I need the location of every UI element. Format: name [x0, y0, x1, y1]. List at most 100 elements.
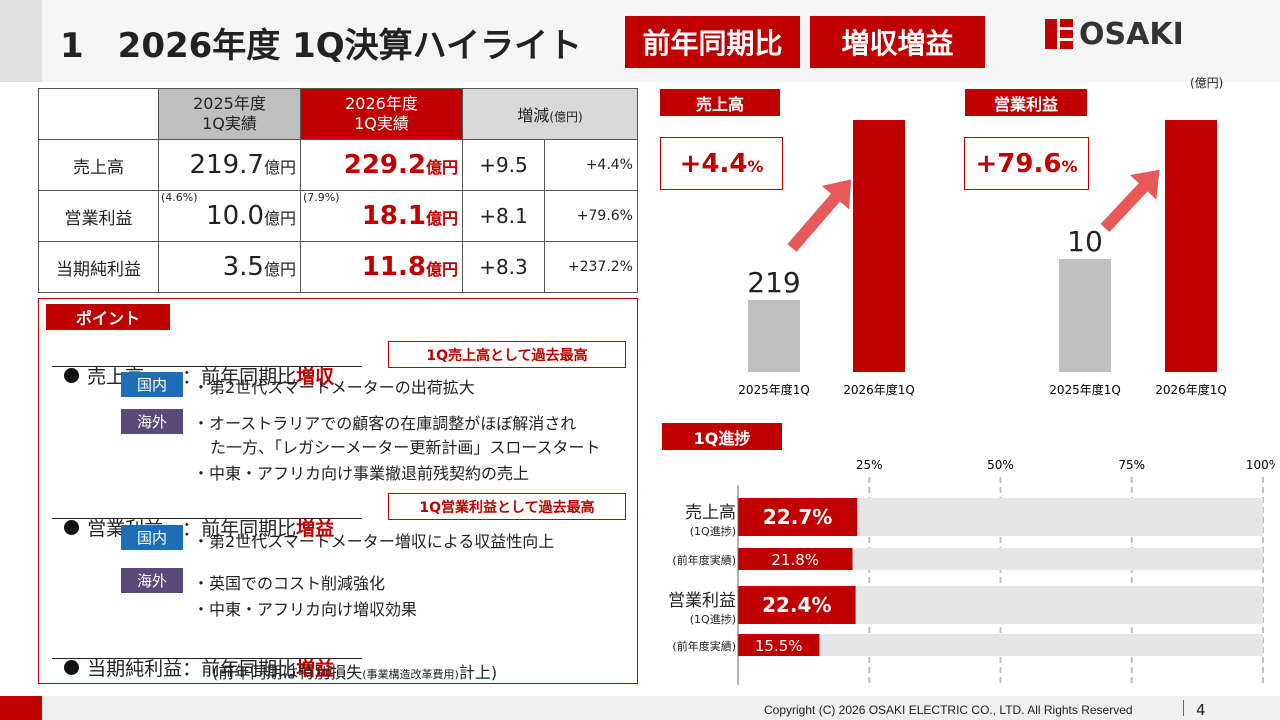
table-header-curr: 2026年度 1Q実績: [300, 88, 463, 140]
progress-track: [738, 634, 1263, 656]
progress-title: 1Q進捗: [662, 423, 782, 450]
category-label: 2026年度1Q: [843, 382, 915, 397]
bar-1: [1165, 120, 1217, 372]
bar-value-label: 219: [747, 266, 800, 299]
growth-arrow-icon: [787, 186, 847, 252]
page-number: 4: [1196, 701, 1206, 719]
sales-bar-chart: 2192025年度1Q2292026年度1Q: [738, 120, 915, 397]
op-domestic-text: ・第2世代スマートメーター増収による収益性向上: [193, 532, 555, 551]
progress-label-op-prev: (前年度実績): [672, 640, 736, 653]
curr-margin-note: (7.9%): [303, 191, 340, 204]
progress-label-op: 営業利益 (1Q進捗): [668, 591, 736, 626]
net-underline: [52, 658, 362, 659]
op-underline: [52, 518, 362, 519]
progress-bar: [738, 586, 856, 624]
category-label: 2026年度1Q: [1155, 382, 1227, 397]
progress-bar: [738, 498, 858, 536]
logo-text: OSAKI: [1079, 16, 1184, 52]
progress-value-label: 22.7%: [763, 505, 832, 529]
bar-0: [1059, 259, 1111, 372]
curr-value: 11.8億円: [300, 241, 463, 293]
sales-record-badge: 1Q売上高として過去最高: [388, 341, 626, 368]
arrow-head-icon: [1130, 169, 1160, 200]
sales-domestic-text: ・第2世代スマートメーターの出荷拡大: [193, 378, 475, 397]
chart-unit: (億円): [1190, 76, 1224, 90]
sales-chart-title: 売上高: [660, 89, 780, 116]
op-chart-title: 営業利益: [965, 89, 1087, 116]
table-row: 当期純利益 3.5億円 11.8億円 +8.3 +237.2%: [38, 241, 638, 293]
table-corner: [38, 88, 159, 140]
sales-underline: [52, 366, 362, 367]
table-row: 売上高 219.7億円 229.2億円 +9.5 +4.4%: [38, 139, 638, 191]
diff-value: +9.5: [462, 139, 545, 191]
overseas-tag: 海外: [121, 409, 183, 434]
net-note: (前年同期は特別損失(事業構造改革費用)計上): [212, 663, 498, 682]
copyright: Copyright (C) 2026 OSAKI ELECTRIC CO., L…: [764, 703, 1133, 717]
sales-overseas-text-2: た一方、「レガシーメーター更新計画」スロースタート: [210, 438, 601, 457]
table-row: 営業利益 (4.6%) 10.0億円 (7.9%) 18.1億円 +8.1 +79.…: [38, 190, 638, 242]
op-overseas-text-1: ・英国でのコスト削減強化: [193, 574, 386, 593]
badge-result: 増収増益: [810, 16, 985, 68]
category-label: 2025年度1Q: [738, 382, 810, 397]
progress-value-label: 22.4%: [762, 593, 831, 617]
diff-value: +8.1: [462, 190, 545, 242]
pct-value: +4.4%: [544, 139, 638, 191]
bullet-icon: [64, 520, 80, 535]
sales-overseas-text-3: ・中東・アフリカ向け事業撤退前残契約の売上: [193, 464, 530, 483]
bullet-icon: [64, 368, 80, 383]
sales-point-heading: 売上高 ：前年同期比増収: [52, 340, 334, 389]
arrow-head-icon: [821, 179, 852, 210]
progress-bar: [738, 634, 820, 656]
progress-bar: [738, 548, 853, 570]
table-header-diff: 増減(億円): [462, 88, 638, 140]
table-header-row: 2025年度 1Q実績 2026年度 1Q実績 増減(億円): [38, 88, 638, 140]
bar-0: [748, 300, 800, 372]
progress-track: [738, 548, 1263, 570]
bar-1: [853, 120, 905, 372]
op-record-badge: 1Q営業利益として過去最高: [388, 493, 626, 520]
net-point-heading: 当期純利益：前年同期比増益: [52, 632, 334, 681]
growth-arrow-icon: [1100, 175, 1155, 233]
badge-yoy: 前年同期比: [625, 16, 800, 68]
curr-value: 229.2億円: [300, 139, 463, 191]
bar-value-label: 10: [1067, 225, 1103, 258]
progress-value-label: 21.8%: [771, 551, 819, 569]
pct-value: +79.6%: [544, 190, 638, 242]
points-title: ポイント: [46, 304, 170, 330]
tick-label: 75%: [1118, 458, 1145, 472]
logo: OSAKI: [1045, 16, 1184, 52]
curr-value: (7.9%) 18.1億円: [300, 190, 463, 242]
table-header-prev: 2025年度 1Q実績: [158, 88, 301, 140]
page-title: 1 2026年度 1Q決算ハイライト: [60, 26, 583, 66]
row-label: 売上高: [38, 139, 159, 191]
op-change-box: +79.6%: [964, 137, 1089, 190]
sales-change-box: +4.4%: [660, 137, 783, 190]
tick-label: 100%: [1246, 458, 1275, 472]
pct-value: +237.2%: [544, 241, 638, 293]
row-label: 当期純利益: [38, 241, 159, 293]
prev-value: 3.5億円: [158, 241, 301, 293]
progress-label-sales: 売上高 (1Q進捗): [685, 503, 736, 538]
prev-value: 219.7億円: [158, 139, 301, 191]
tick-label: 25%: [856, 458, 883, 472]
title-accent: [0, 0, 42, 82]
domestic-tag: 国内: [121, 372, 183, 397]
footer-divider: [1183, 700, 1184, 716]
progress-bar-chart: 25% 50% 75% 100% 22.7% 21.8% 22.4% 15.5%: [737, 458, 1275, 685]
tick-label: 50%: [987, 458, 1014, 472]
points-box: [38, 298, 638, 684]
sales-overseas-text-1: ・オーストラリアでの顧客の在庫調整がほぼ解消され: [193, 414, 577, 433]
logo-mark-icon: [1045, 19, 1073, 49]
overseas-tag: 海外: [121, 568, 183, 593]
op-overseas-text-2: ・中東・アフリカ向け増収効果: [193, 600, 418, 619]
progress-value-label: 15.5%: [755, 637, 803, 655]
footer-bar: [0, 696, 1280, 720]
prev-margin-note: (4.6%): [161, 191, 198, 204]
domestic-tag: 国内: [121, 525, 183, 550]
progress-label-sales-prev: (前年度実績): [672, 554, 736, 567]
footer-accent: [0, 696, 42, 720]
diff-value: +8.3: [462, 241, 545, 293]
bullet-icon: [64, 660, 80, 675]
financial-table: 2025年度 1Q実績 2026年度 1Q実績 増減(億円) 売上高 219.7…: [38, 88, 638, 293]
row-label: 営業利益: [38, 190, 159, 242]
